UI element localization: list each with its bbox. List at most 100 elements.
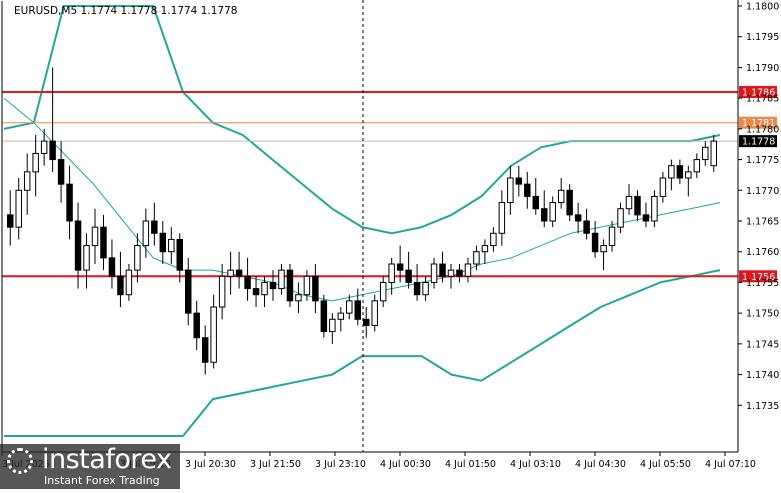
y-tick-label: 1.1790 xyxy=(746,63,779,74)
candle xyxy=(117,251,124,307)
current-price-tag xyxy=(739,135,777,148)
candle xyxy=(363,307,370,338)
candle-body xyxy=(668,165,675,179)
candle xyxy=(583,208,590,240)
candle xyxy=(676,159,684,185)
candle-body xyxy=(702,146,709,161)
candle xyxy=(422,276,429,301)
candle xyxy=(15,178,22,240)
candle-body xyxy=(185,269,192,314)
x-tick-label: 4 Jul 04:30 xyxy=(575,459,626,470)
candle-body xyxy=(227,269,234,277)
candle xyxy=(185,257,192,326)
candle-body xyxy=(388,263,395,283)
y-tick-label: 1.1735 xyxy=(746,401,779,412)
y-tick-label: 1.1795 xyxy=(746,32,779,43)
candle-body xyxy=(456,269,463,277)
candle xyxy=(83,233,90,289)
candle xyxy=(405,251,412,289)
candle xyxy=(566,184,573,221)
candle xyxy=(201,325,209,375)
x-tick-label: 3 Jul 23:10 xyxy=(315,459,366,470)
candle-body xyxy=(312,275,319,302)
candle xyxy=(413,264,421,301)
level-tag-1.1756 xyxy=(739,270,777,283)
candle-body xyxy=(447,269,455,277)
candle-body xyxy=(591,232,599,253)
candle xyxy=(456,264,463,283)
candle xyxy=(541,190,548,228)
candle-body xyxy=(642,214,650,222)
candle-body xyxy=(541,208,548,222)
candle xyxy=(337,307,345,332)
candle-body xyxy=(498,202,506,234)
candle xyxy=(108,239,116,289)
candle xyxy=(244,257,251,301)
candle xyxy=(617,202,624,234)
candle xyxy=(312,264,319,314)
candle-body xyxy=(346,300,353,314)
candle-body xyxy=(507,177,514,204)
chart-title: EURUSD,M5 1.1774 1.1778 1.1774 1.1778 xyxy=(14,5,237,17)
candle xyxy=(371,294,378,332)
candle-body xyxy=(405,269,412,283)
candle xyxy=(481,239,489,264)
candle-body xyxy=(320,300,328,333)
candle-body xyxy=(422,281,429,296)
candle-body xyxy=(100,226,107,259)
x-tick-label: 4 Jul 01:50 xyxy=(445,459,496,470)
level-tag-1.1786 xyxy=(739,86,777,98)
candle-body xyxy=(201,337,209,363)
candle xyxy=(320,294,328,338)
candle xyxy=(100,214,107,271)
candle-body xyxy=(286,269,294,302)
candle-body xyxy=(303,275,311,296)
x-tick-label: 4 Jul 05:50 xyxy=(640,459,691,470)
x-tick-label: 4 Jul 03:10 xyxy=(510,459,561,470)
candle-body xyxy=(108,257,116,277)
candle-body xyxy=(57,159,65,185)
candle-body xyxy=(651,195,658,222)
candle xyxy=(659,171,667,203)
candle-body xyxy=(252,288,260,296)
instaforex-logo-icon xyxy=(7,448,33,474)
candle-body xyxy=(159,232,167,253)
y-tick-label: 1.1745 xyxy=(746,339,779,350)
candle xyxy=(651,190,658,228)
candle xyxy=(151,202,158,246)
candle xyxy=(498,190,506,246)
bollinger-lower-band xyxy=(4,269,721,437)
candle-body xyxy=(600,245,607,253)
candle xyxy=(176,233,183,283)
candle xyxy=(40,128,48,166)
candle-body xyxy=(15,189,22,228)
candle-body xyxy=(261,281,268,296)
y-tick-label: 1.1765 xyxy=(746,217,779,228)
candle xyxy=(134,233,141,283)
level-tag-label: 1.1781 xyxy=(742,118,775,129)
candle-body xyxy=(210,306,217,363)
candle-body xyxy=(464,263,472,277)
candle xyxy=(608,221,616,252)
candle xyxy=(464,257,472,283)
candle-body xyxy=(235,269,243,277)
current-price-label: 1.1778 xyxy=(742,137,775,148)
candle xyxy=(7,190,14,246)
candle xyxy=(66,165,73,240)
candle xyxy=(23,153,31,215)
candle xyxy=(235,251,243,289)
candle xyxy=(218,264,226,320)
watermark-tagline: Instant Forex Trading xyxy=(44,474,160,487)
candle xyxy=(710,135,717,172)
candle xyxy=(625,184,633,215)
candle xyxy=(303,270,311,301)
candle-body xyxy=(439,263,446,277)
candle-body xyxy=(430,263,438,283)
candle-body xyxy=(625,195,633,210)
candle-body xyxy=(244,275,251,290)
candle xyxy=(507,165,514,215)
candle-body xyxy=(74,220,82,271)
x-tick-label: 4 Jul 00:30 xyxy=(380,459,431,470)
